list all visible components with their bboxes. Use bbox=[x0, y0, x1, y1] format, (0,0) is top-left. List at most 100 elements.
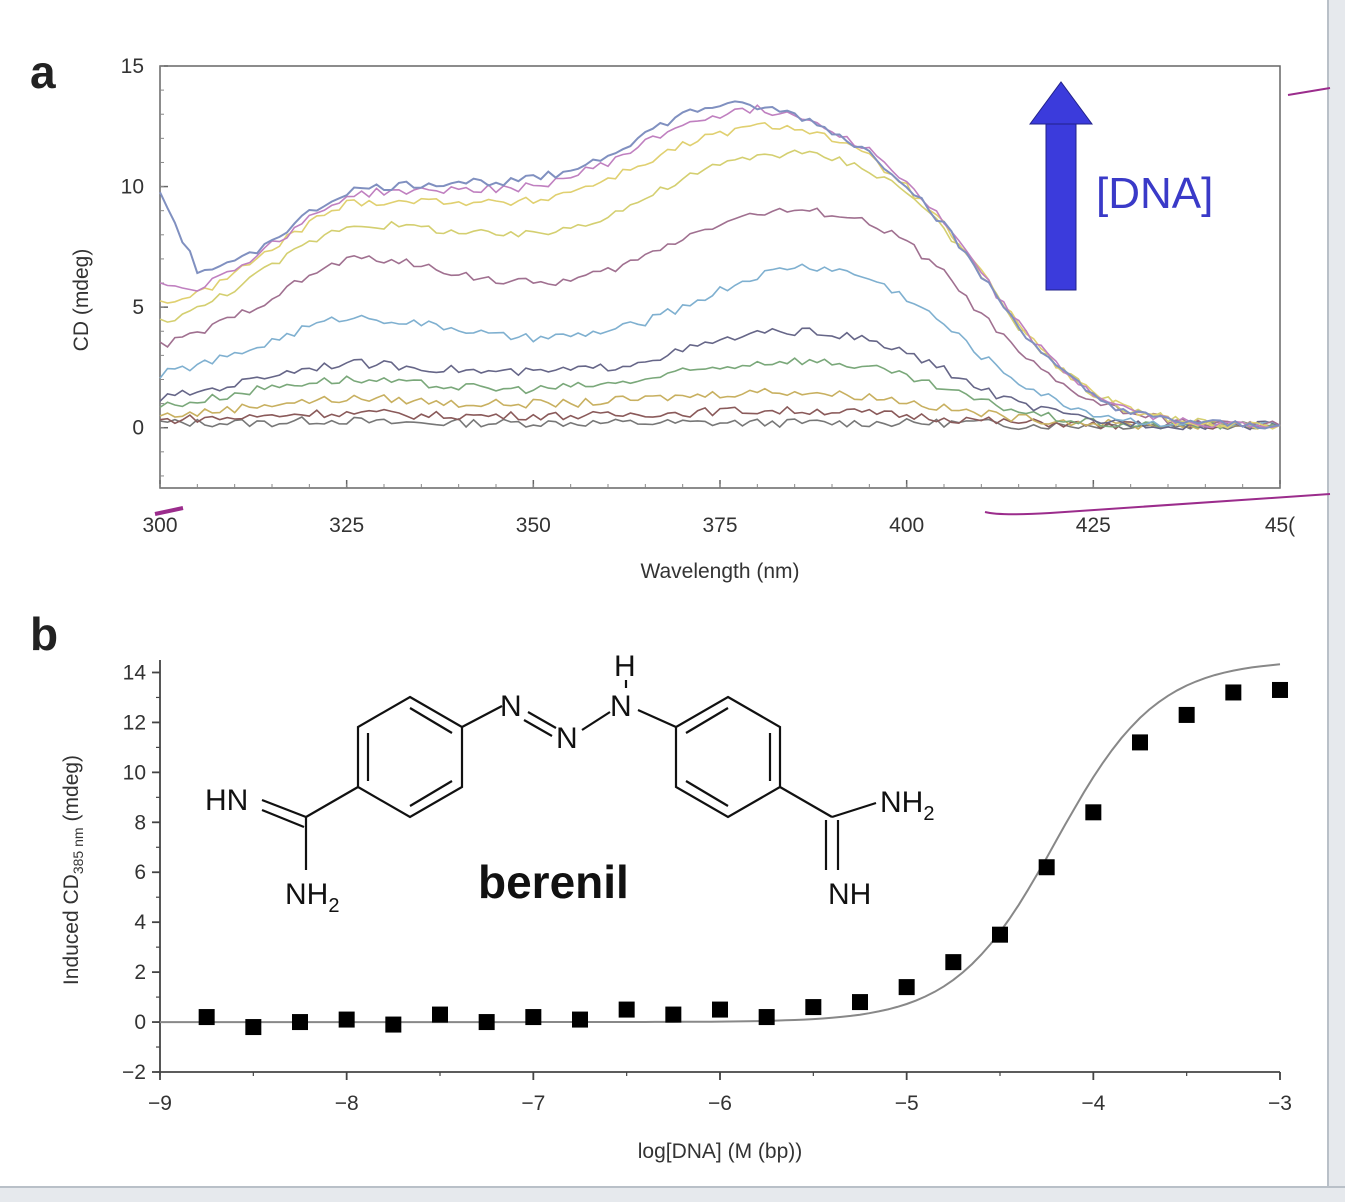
panel-b-y-tick-label: 4 bbox=[134, 911, 146, 934]
panel-b-y-tick-label: −2 bbox=[122, 1061, 146, 1084]
panel-b-fit-curve bbox=[160, 663, 1281, 1024]
panel-b-data-point bbox=[712, 1001, 728, 1018]
panel-b-x-tick-label: −5 bbox=[895, 1092, 919, 1115]
panel-b-x-tick-label: −3 bbox=[1268, 1092, 1292, 1115]
bond-right-amidine bbox=[779, 786, 833, 818]
panel-b-data-point bbox=[805, 999, 822, 1016]
panel-a-y-tick-label: 10 bbox=[121, 176, 144, 199]
panel-b-y-tick-label: 12 bbox=[123, 711, 146, 734]
panel-b-y-tick-label: 14 bbox=[123, 661, 147, 684]
panel-a-spectrum-line bbox=[159, 104, 1281, 429]
bond-ring-n1 bbox=[461, 705, 503, 728]
left-imine-label: HN bbox=[205, 784, 248, 817]
n2-label: N bbox=[556, 722, 578, 755]
panel-b-data-point bbox=[898, 979, 915, 996]
berenil-structure bbox=[261, 680, 877, 870]
bond-n1-n2-b bbox=[523, 719, 553, 737]
right-ring-double-2 bbox=[685, 707, 729, 734]
right-amine-text: NH bbox=[880, 786, 923, 819]
panel-a-x-tick-label: 400 bbox=[889, 514, 924, 537]
panel-a-x-tick-label: 325 bbox=[329, 514, 364, 537]
n1-label: N bbox=[500, 690, 522, 723]
panel-b-data-point bbox=[338, 1011, 355, 1028]
panel-b-data-point bbox=[1178, 706, 1195, 723]
bond-left-imine-b bbox=[261, 808, 305, 829]
panel-a-spectrum-line bbox=[159, 405, 1281, 430]
right-benzene-ring bbox=[674, 695, 782, 819]
panel-a-spectrum-line bbox=[159, 121, 1281, 429]
panel-b-y-tick-label: 10 bbox=[123, 761, 146, 784]
bond-left-amidine bbox=[305, 786, 359, 818]
panel-b-data-point bbox=[525, 1009, 542, 1026]
panel-b-data-point bbox=[1038, 859, 1055, 876]
panel-b-data-point bbox=[478, 1014, 495, 1031]
berenil-labels: HN NH2 NH2 NH N N N H berenil bbox=[205, 650, 934, 917]
panel-b-data-point bbox=[852, 994, 868, 1011]
panel-a-spectra bbox=[159, 100, 1281, 431]
panel-b-chart: −9 −8 −7 −6 −5 −4 −3 −2 0 2 4 6 8 10 12 14 log[DNA] (M … bbox=[60, 660, 1292, 1163]
left-ring-double-2 bbox=[409, 707, 453, 734]
pen-mark-300 bbox=[154, 506, 184, 516]
panel-a-x-tick-label: 300 bbox=[142, 514, 177, 537]
panel-a-x-tick-label: 425 bbox=[1076, 514, 1111, 537]
panel-b-axes: −9 −8 −7 −6 −5 −4 −3 −2 0 2 4 6 8 10 12 14 bbox=[122, 660, 1292, 1115]
panel-a-x-tick-label: 375 bbox=[702, 514, 737, 537]
panel-b-y-tick-label: 8 bbox=[134, 811, 146, 834]
panel-b-y-tick-label: 2 bbox=[134, 961, 146, 984]
panel-b-x-tick-label: −4 bbox=[1081, 1092, 1105, 1115]
bond-n2-n3 bbox=[581, 711, 611, 731]
panel-a-spectrum-line bbox=[159, 207, 1281, 428]
right-amine-label: NH2 bbox=[880, 786, 934, 825]
left-amine-label: NH2 bbox=[285, 878, 339, 917]
panel-b-data-point bbox=[1085, 804, 1102, 821]
panel-a-letter: a bbox=[30, 46, 56, 98]
bond-n1-n2-a bbox=[527, 711, 557, 729]
panel-b-y-title-main: Induced CD bbox=[60, 874, 83, 985]
panel-a-y-axis-title: CD (mdeg) bbox=[70, 249, 93, 352]
panel-b-data-point bbox=[1225, 684, 1242, 701]
panel-b-data-point bbox=[245, 1019, 262, 1036]
panel-b-data-point bbox=[992, 926, 1008, 943]
panel-a-spectrum-line bbox=[159, 149, 1281, 430]
panel-b-data-point bbox=[945, 954, 962, 971]
panel-b-x-tick-label: −7 bbox=[521, 1092, 545, 1115]
panel-b-data-point bbox=[618, 1001, 635, 1018]
left-amine-text: NH bbox=[285, 878, 328, 911]
panel-a-spectrum-line bbox=[159, 327, 1281, 431]
left-ring-double-3 bbox=[409, 780, 453, 807]
panel-a-spectrum-line bbox=[159, 357, 1281, 430]
panel-b-data-point bbox=[385, 1016, 402, 1033]
panel-b-data-point bbox=[1272, 681, 1288, 698]
panel-a-y-tick-label: 15 bbox=[121, 55, 144, 78]
panel-b-y-tick-label: 0 bbox=[134, 1011, 146, 1034]
panel-a-x-axis-title: Wavelength (nm) bbox=[640, 560, 799, 583]
panel-b-y-axis-title: Induced CD385 nm (mdeg) bbox=[60, 755, 86, 985]
right-imine-label: NH bbox=[828, 878, 871, 911]
h-label: H bbox=[614, 650, 636, 683]
panel-b-data-point bbox=[572, 1011, 588, 1028]
left-amine-sub: 2 bbox=[328, 895, 339, 917]
left-benzene-ring bbox=[356, 695, 464, 819]
panel-b-y-title-sub: 385 nm bbox=[70, 827, 86, 874]
bond-left-imine-a bbox=[261, 798, 307, 819]
panel-a-chart: 300 325 350 375 400 425 45(0 5 10 15 Wavelength (… bbox=[70, 55, 1331, 583]
window-frame-bottom bbox=[0, 1186, 1345, 1202]
panel-b-y-title-unit: (mdeg) bbox=[60, 755, 83, 822]
bond-n3-ring bbox=[637, 708, 677, 729]
panel-a-x-tick-label: 350 bbox=[516, 514, 551, 537]
panel-b-data-point bbox=[432, 1006, 448, 1023]
panel-b-x-tick-label: −6 bbox=[708, 1092, 732, 1115]
panel-a-spectrum-line bbox=[159, 416, 1281, 431]
panel-b-letter: b bbox=[30, 608, 58, 660]
panel-a-spectrum-line bbox=[159, 387, 1281, 430]
panel-b-data-point bbox=[758, 1009, 775, 1026]
panel-a-y-tick-label: 0 bbox=[132, 417, 144, 440]
dna-arrow-icon bbox=[1029, 81, 1093, 291]
n3-label: N bbox=[610, 690, 632, 723]
panel-b-data-point bbox=[1132, 734, 1148, 751]
panel-b-x-axis-title: log[DNA] (M (bp)) bbox=[638, 1140, 803, 1163]
right-ring-double-3 bbox=[685, 780, 729, 807]
panel-b-data-point bbox=[198, 1009, 215, 1026]
panel-b-x-tick-label: −8 bbox=[335, 1092, 359, 1115]
